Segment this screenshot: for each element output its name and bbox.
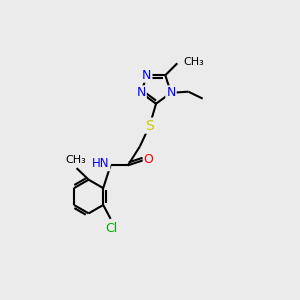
Text: Cl: Cl (105, 222, 117, 235)
Text: HN: HN (92, 157, 110, 170)
Text: N: N (166, 86, 176, 99)
Text: S: S (145, 118, 154, 133)
Text: N: N (142, 69, 152, 82)
Text: CH₃: CH₃ (183, 57, 204, 67)
Text: N: N (136, 86, 146, 99)
Text: O: O (144, 153, 154, 166)
Text: CH₃: CH₃ (65, 155, 86, 165)
